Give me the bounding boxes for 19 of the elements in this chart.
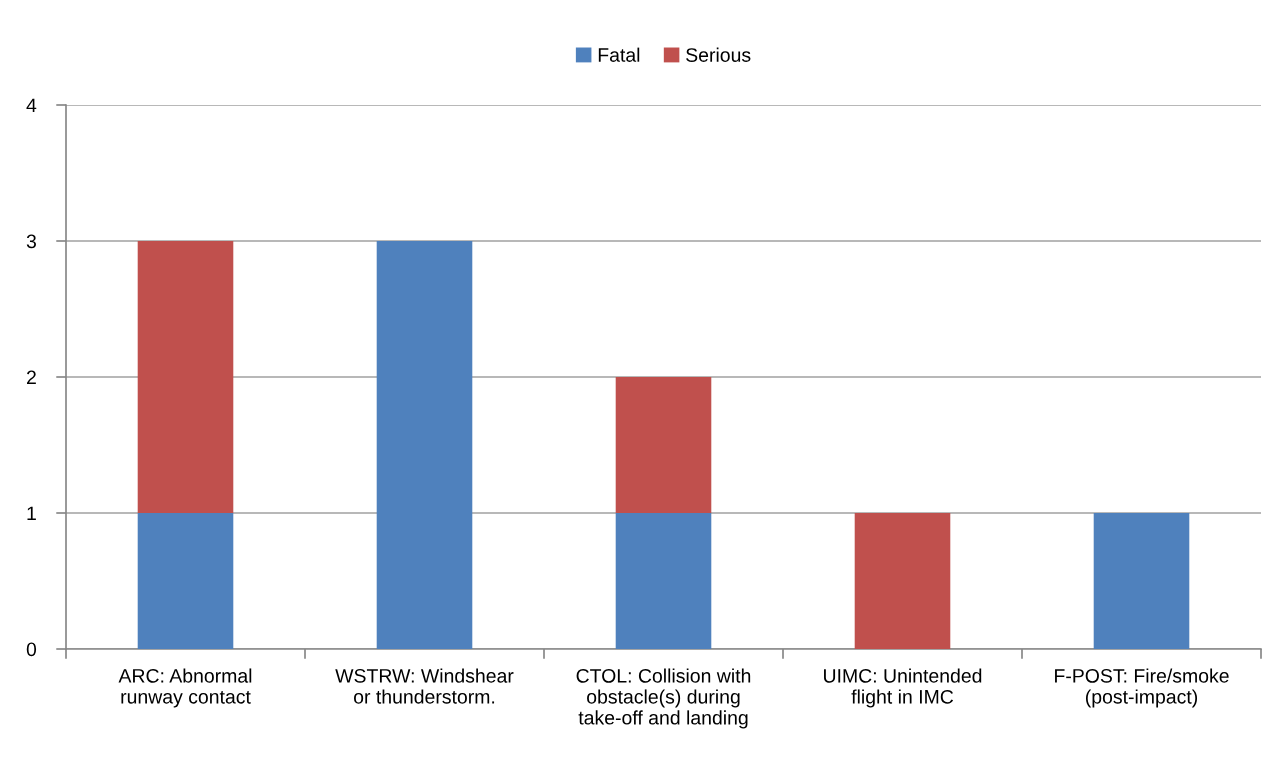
y-tick-label: 2 bbox=[27, 370, 36, 385]
legend-label: Fatal bbox=[598, 47, 640, 62]
x-tick-label: CTOL: Collision with obstacle(s) during take-off and landing bbox=[576, 668, 751, 729]
x-tick-label: UIMC: Unintended flight in IMC bbox=[824, 668, 982, 708]
y-tick-label: 4 bbox=[26, 98, 37, 113]
bar bbox=[854, 513, 951, 649]
x-tick-label: ARC: Abnormal runway contact bbox=[118, 668, 252, 708]
bar bbox=[615, 377, 712, 513]
bar bbox=[376, 241, 473, 649]
bar bbox=[1093, 513, 1190, 649]
x-tick-label: F-POST: Fire/smoke (post-impact) bbox=[1055, 668, 1229, 708]
bar bbox=[137, 241, 234, 513]
bar bbox=[137, 513, 234, 649]
y-tick-label: 3 bbox=[26, 234, 36, 249]
y-tick-label: 0 bbox=[26, 642, 37, 657]
bar bbox=[615, 513, 712, 649]
y-tick-label: 1 bbox=[27, 506, 36, 521]
legend-label: Serious bbox=[686, 47, 751, 62]
x-tick-label: WSTRW: Windshear or thunderstorm. bbox=[335, 668, 514, 704]
